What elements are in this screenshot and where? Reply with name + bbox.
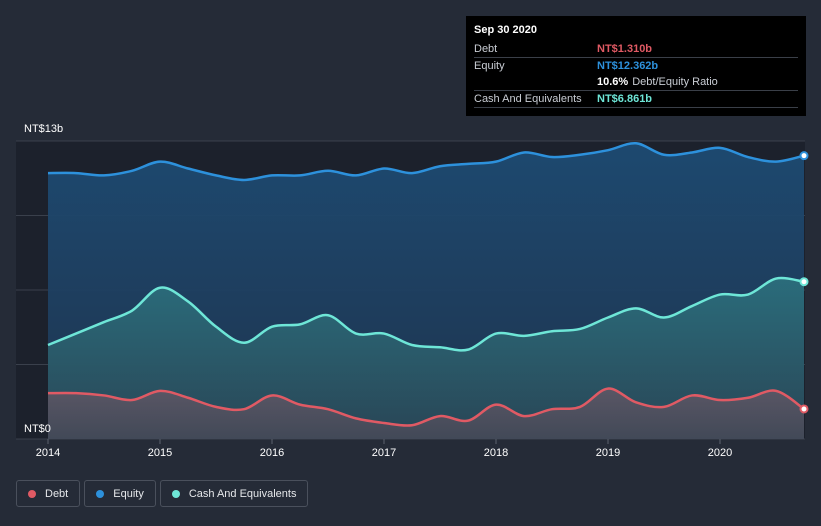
x-tick-label-2020: 2020 (708, 447, 732, 459)
equity-endpoint (799, 151, 809, 161)
equity-line (47, 142, 805, 182)
legend-item-debt[interactable]: Debt (16, 480, 81, 507)
y-axis-top-label: NT$13b (24, 123, 63, 135)
x-tick-label-2018: 2018 (484, 447, 508, 459)
cash-dot-icon (171, 489, 180, 498)
debt-endpoint (799, 404, 809, 414)
legend-item-cash[interactable]: Cash And Equivalents (159, 480, 309, 507)
tooltip-debt-value: NT$1.310b (597, 43, 653, 55)
debt-line (47, 387, 805, 427)
x-tick-label-2017: 2017 (372, 447, 396, 459)
tooltip-row-debt: Debt NT$1.310b (474, 41, 798, 58)
x-tick-label-2016: 2016 (260, 447, 284, 459)
legend-cash-label: Cash And Equivalents (188, 487, 297, 500)
tooltip-cash-label: Cash And Equivalents (474, 93, 582, 105)
x-tick-label-2015: 2015 (148, 447, 172, 459)
tooltip-row-ratio: 10.6% Debt/Equity Ratio (474, 74, 798, 91)
debt-area (48, 388, 804, 439)
legend: Debt Equity Cash And Equivalents (16, 480, 309, 507)
tooltip-ratio-label: Debt/Equity Ratio (632, 76, 718, 88)
tooltip-ratio-value: 10.6% (597, 76, 629, 88)
tooltip-cash-value: NT$6.861b (597, 93, 653, 105)
cash-line (47, 276, 805, 352)
tooltip-equity-label: Equity (474, 60, 505, 72)
tooltip: Sep 30 2020 Debt NT$1.310b Equity NT$12.… (466, 16, 806, 116)
equity-dot-icon (96, 489, 105, 498)
tooltip-row-cash: Cash And Equivalents NT$6.861b (474, 91, 798, 108)
legend-debt-label: Debt (45, 487, 69, 500)
legend-equity-label: Equity (113, 487, 144, 500)
legend-item-equity[interactable]: Equity (84, 480, 156, 507)
debt-dot-icon (28, 489, 36, 498)
x-tick-label-2014: 2014 (36, 447, 60, 459)
tooltip-date: Sep 30 2020 (474, 24, 537, 36)
x-tick-label-2019: 2019 (596, 447, 620, 459)
tooltip-equity-value: NT$12.362b (597, 60, 659, 72)
cash-endpoint (799, 277, 809, 287)
y-axis-bottom-label: NT$0 (24, 423, 51, 435)
tooltip-row-equity: Equity NT$12.362b (474, 58, 798, 74)
tooltip-debt-label: Debt (474, 43, 498, 55)
